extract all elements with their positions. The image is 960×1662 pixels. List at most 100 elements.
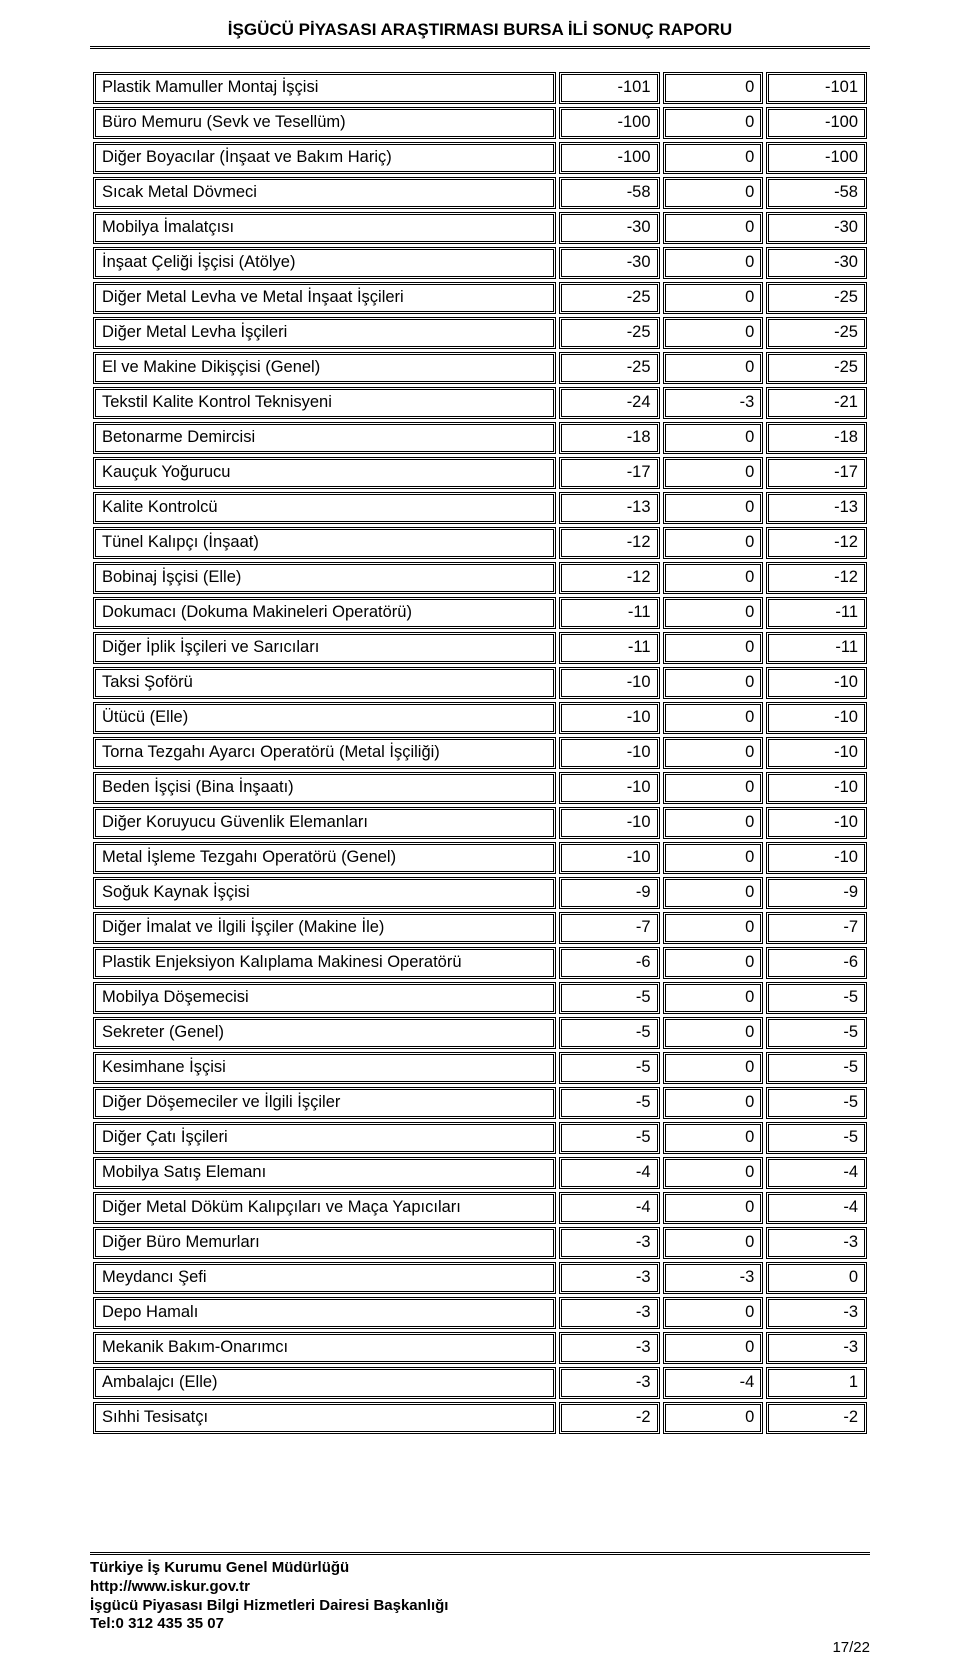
row-name-cell: Sıhhi Tesisatçı	[93, 1402, 556, 1434]
row-name-cell: Mobilya İmalatçısı	[93, 212, 556, 244]
row-value-cell: -4	[766, 1192, 867, 1224]
row-name-cell: Mobilya Döşemecisi	[93, 982, 556, 1014]
row-value-cell: -3	[766, 1297, 867, 1329]
row-value-cell: -5	[559, 1122, 660, 1154]
row-value-cell: 0	[663, 912, 764, 944]
data-table: Plastik Mamuller Montaj İşçisi-1010-101B…	[90, 69, 870, 1437]
row-value-cell: -12	[766, 527, 867, 559]
row-value-cell: -100	[559, 142, 660, 174]
row-name-cell: Torna Tezgahı Ayarcı Operatörü (Metal İş…	[93, 737, 556, 769]
row-value-cell: -5	[766, 1017, 867, 1049]
row-value-cell: 0	[663, 1157, 764, 1189]
row-value-cell: -18	[559, 422, 660, 454]
row-name-cell: Sekreter (Genel)	[93, 1017, 556, 1049]
row-value-cell: 0	[663, 492, 764, 524]
row-value-cell: -21	[766, 387, 867, 419]
row-value-cell: -25	[559, 317, 660, 349]
row-value-cell: 0	[663, 177, 764, 209]
row-name-cell: Diğer Büro Memurları	[93, 1227, 556, 1259]
row-value-cell: 0	[663, 702, 764, 734]
row-name-cell: Tekstil Kalite Kontrol Teknisyeni	[93, 387, 556, 419]
row-name-cell: Dokumacı (Dokuma Makineleri Operatörü)	[93, 597, 556, 629]
row-value-cell: -12	[559, 527, 660, 559]
row-value-cell: -25	[766, 317, 867, 349]
row-value-cell: -100	[766, 107, 867, 139]
footer-line: İşgücü Piyasası Bilgi Hizmetleri Dairesi…	[90, 1597, 870, 1616]
row-name-cell: Plastik Enjeksiyon Kalıplama Makinesi Op…	[93, 947, 556, 979]
row-value-cell: -3	[663, 387, 764, 419]
row-value-cell: -2	[559, 1402, 660, 1434]
table-row: Sekreter (Genel)-50-5	[93, 1017, 867, 1049]
page-footer: Türkiye İş Kurumu Genel Müdürlüğü http:/…	[90, 1552, 870, 1634]
row-value-cell: 0	[663, 247, 764, 279]
row-value-cell: 0	[663, 982, 764, 1014]
table-row: Mobilya Döşemecisi-50-5	[93, 982, 867, 1014]
row-value-cell: -101	[559, 72, 660, 104]
row-value-cell: -9	[766, 877, 867, 909]
table-row: Diğer Boyacılar (İnşaat ve Bakım Hariç)-…	[93, 142, 867, 174]
row-value-cell: 0	[663, 1087, 764, 1119]
row-name-cell: Diğer Döşemeciler ve İlgili İşçiler	[93, 1087, 556, 1119]
row-value-cell: -30	[559, 212, 660, 244]
row-value-cell: 0	[663, 737, 764, 769]
table-row: İnşaat Çeliği İşçisi (Atölye)-300-30	[93, 247, 867, 279]
row-value-cell: 0	[663, 1332, 764, 1364]
row-value-cell: -13	[766, 492, 867, 524]
row-name-cell: Kesimhane İşçisi	[93, 1052, 556, 1084]
row-value-cell: 0	[663, 457, 764, 489]
row-value-cell: -17	[766, 457, 867, 489]
row-value-cell: -11	[766, 632, 867, 664]
row-value-cell: -6	[559, 947, 660, 979]
table-row: Diğer Büro Memurları-30-3	[93, 1227, 867, 1259]
table-row: Diğer İmalat ve İlgili İşçiler (Makine İ…	[93, 912, 867, 944]
footer-text-block: Türkiye İş Kurumu Genel Müdürlüğü http:/…	[90, 1559, 870, 1634]
row-value-cell: -10	[559, 667, 660, 699]
row-value-cell: 0	[663, 142, 764, 174]
table-row: Mobilya İmalatçısı-300-30	[93, 212, 867, 244]
row-value-cell: -58	[559, 177, 660, 209]
row-value-cell: 0	[663, 947, 764, 979]
row-value-cell: 0	[663, 282, 764, 314]
table-row: Soğuk Kaynak İşçisi-90-9	[93, 877, 867, 909]
row-value-cell: -25	[766, 282, 867, 314]
table-row: El ve Makine Dikişçisi (Genel)-250-25	[93, 352, 867, 384]
row-value-cell: -9	[559, 877, 660, 909]
row-value-cell: -3	[766, 1332, 867, 1364]
table-row: Diğer Koruyucu Güvenlik Elemanları-100-1…	[93, 807, 867, 839]
row-value-cell: -6	[766, 947, 867, 979]
row-name-cell: Kauçuk Yoğurucu	[93, 457, 556, 489]
row-value-cell: -4	[766, 1157, 867, 1189]
row-value-cell: -101	[766, 72, 867, 104]
row-name-cell: Bobinaj İşçisi (Elle)	[93, 562, 556, 594]
footer-divider	[90, 1552, 870, 1555]
row-name-cell: Diğer Metal Döküm Kalıpçıları ve Maça Ya…	[93, 1192, 556, 1224]
row-value-cell: -12	[766, 562, 867, 594]
footer-line: Türkiye İş Kurumu Genel Müdürlüğü	[90, 1559, 870, 1578]
row-value-cell: 0	[663, 1122, 764, 1154]
row-value-cell: 0	[663, 1297, 764, 1329]
table-row: Kalite Kontrolcü-130-13	[93, 492, 867, 524]
row-name-cell: Diğer Koruyucu Güvenlik Elemanları	[93, 807, 556, 839]
footer-line: http://www.iskur.gov.tr	[90, 1578, 870, 1597]
footer-line: Tel:0 312 435 35 07	[90, 1615, 870, 1634]
row-value-cell: -10	[559, 737, 660, 769]
row-value-cell: -10	[766, 737, 867, 769]
row-name-cell: Sıcak Metal Dövmeci	[93, 177, 556, 209]
row-value-cell: -3	[766, 1227, 867, 1259]
row-value-cell: 1	[766, 1367, 867, 1399]
row-value-cell: -4	[559, 1157, 660, 1189]
table-row: Kauçuk Yoğurucu-170-17	[93, 457, 867, 489]
table-row: Kesimhane İşçisi-50-5	[93, 1052, 867, 1084]
table-row: Plastik Enjeksiyon Kalıplama Makinesi Op…	[93, 947, 867, 979]
row-name-cell: Soğuk Kaynak İşçisi	[93, 877, 556, 909]
row-value-cell: -10	[559, 842, 660, 874]
row-value-cell: -5	[559, 982, 660, 1014]
row-value-cell: -24	[559, 387, 660, 419]
table-row: Depo Hamalı-30-3	[93, 1297, 867, 1329]
table-row: Sıcak Metal Dövmeci-580-58	[93, 177, 867, 209]
row-name-cell: Plastik Mamuller Montaj İşçisi	[93, 72, 556, 104]
row-value-cell: -3	[559, 1227, 660, 1259]
data-table-wrapper: Plastik Mamuller Montaj İşçisi-1010-101B…	[90, 69, 870, 1437]
row-value-cell: 0	[663, 842, 764, 874]
page: İŞGÜCÜ PİYASASI ARAŞTIRMASI BURSA İLİ SO…	[0, 0, 960, 1662]
